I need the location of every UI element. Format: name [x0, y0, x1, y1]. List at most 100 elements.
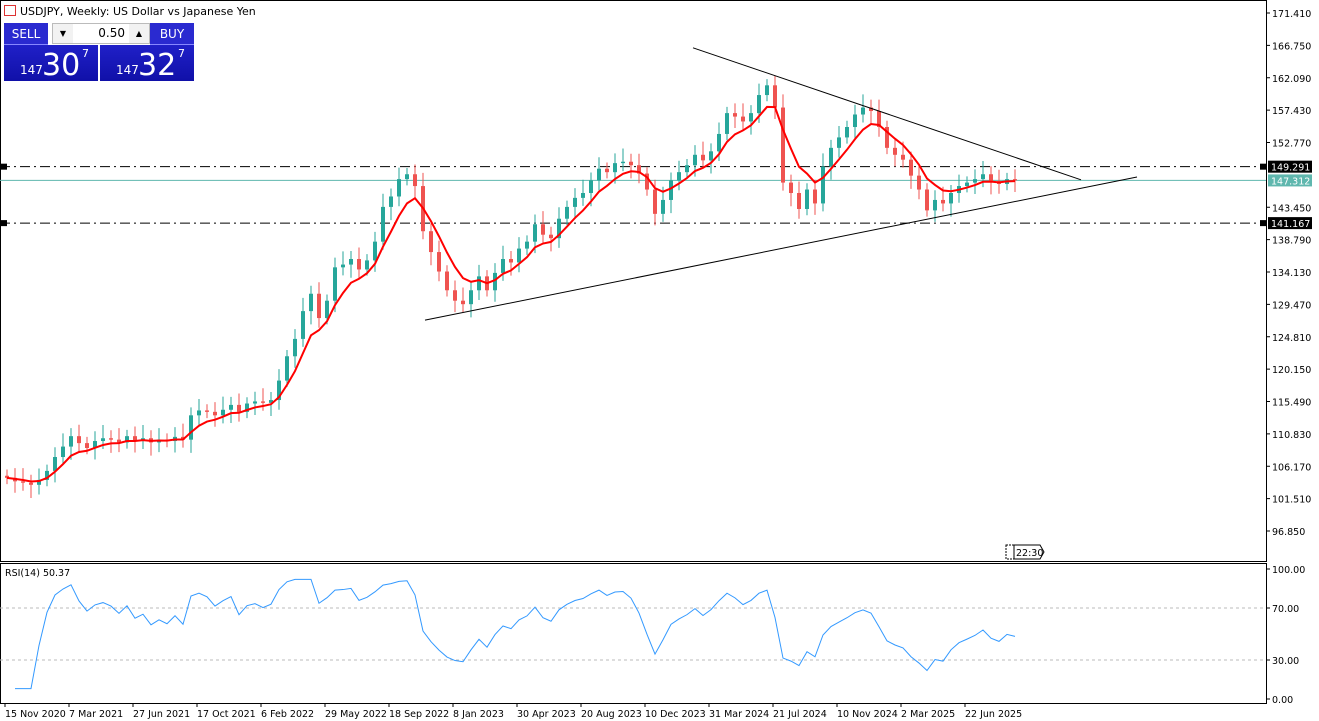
candle-body	[365, 260, 369, 270]
candle-body	[453, 290, 457, 301]
candle-body	[861, 107, 865, 115]
candle-body	[373, 241, 377, 261]
candle	[221, 396, 225, 424]
candle-body	[741, 116, 745, 122]
level-price-tag	[1268, 160, 1312, 173]
trendline	[692, 47, 1082, 181]
sell-button[interactable]: SELL	[4, 23, 48, 45]
candle-body	[797, 193, 801, 209]
candle	[309, 285, 313, 325]
decrease-lot-button[interactable]: ▼	[53, 24, 73, 43]
candle-body	[949, 193, 953, 204]
candle-body	[197, 410, 201, 416]
candle	[925, 183, 929, 217]
y-tick-label: 171.410	[1272, 9, 1311, 20]
x-tick-label: 18 Sep 2022	[389, 709, 449, 720]
candle	[53, 447, 57, 483]
sell-price[interactable]: 147 30 7	[4, 45, 98, 83]
candle-body	[45, 470, 49, 480]
increase-lot-button[interactable]: ▲	[129, 24, 149, 43]
y-tick-label: 138.790	[1272, 236, 1311, 247]
candle-body	[205, 410, 209, 412]
candle-body	[829, 147, 833, 167]
candle	[397, 167, 401, 207]
candle-body	[941, 199, 945, 204]
rsi-tick-label: 70.00	[1272, 604, 1299, 615]
candle-body	[709, 151, 713, 161]
candle	[461, 287, 465, 313]
candle	[917, 164, 921, 200]
candle-body	[661, 199, 665, 214]
candle	[253, 391, 257, 415]
candle-body	[93, 441, 97, 448]
level-price-label: 149.291	[1271, 163, 1310, 174]
candle	[133, 426, 137, 453]
candle-body	[933, 199, 937, 211]
candle	[125, 429, 129, 449]
candle	[965, 176, 969, 193]
candle-body	[757, 95, 761, 114]
candle	[813, 179, 817, 215]
rsi-label: RSI(14) 50.37	[5, 568, 70, 579]
candle	[445, 265, 449, 297]
candle	[677, 160, 681, 191]
candle-body	[597, 168, 601, 181]
candle-body	[333, 267, 337, 301]
lot-size-stepper[interactable]: ▼ 0.50 ▲	[52, 23, 150, 44]
list-icon[interactable]	[4, 5, 16, 16]
candle	[109, 430, 113, 453]
candle-body	[357, 259, 361, 270]
candle	[229, 396, 233, 423]
candle-body	[677, 172, 681, 181]
buy-button[interactable]: BUY	[150, 23, 194, 45]
candle	[973, 169, 977, 195]
candle-body	[245, 403, 249, 412]
candle	[821, 153, 825, 212]
candle	[277, 369, 281, 410]
sell-price-big: 147	[20, 63, 43, 77]
candle-body	[493, 272, 497, 291]
candle-body	[101, 438, 105, 442]
candle-body	[341, 264, 345, 268]
candle-body	[581, 193, 585, 198]
candle	[413, 164, 417, 198]
rsi-tick-label: 30.00	[1272, 656, 1299, 667]
candle	[605, 162, 609, 179]
candle-body	[509, 259, 513, 263]
candle	[749, 105, 753, 135]
x-tick-label: 10 Nov 2024	[837, 709, 898, 720]
buy-price[interactable]: 147 32 7	[100, 45, 194, 83]
chart-title: USDJPY, Weekly: US Dollar vs Japanese Ye…	[20, 5, 256, 18]
candle-body	[517, 248, 521, 263]
candle-body	[781, 107, 785, 183]
candle-body	[229, 404, 233, 410]
candle	[333, 257, 337, 313]
candle	[621, 148, 625, 172]
lot-size-input[interactable]: 0.50	[98, 26, 125, 40]
x-tick-label: 22 Jun 2025	[965, 709, 1022, 720]
candle-body	[541, 224, 545, 235]
candle-body	[877, 111, 881, 128]
candle-body	[125, 436, 129, 443]
candle-body	[477, 276, 481, 291]
candle-body	[533, 224, 537, 242]
candle-body	[469, 290, 473, 305]
candle	[197, 398, 201, 426]
x-tick-label: 8 Jan 2023	[453, 709, 504, 720]
candle-body	[989, 174, 993, 182]
candle-body	[629, 161, 633, 166]
candle	[893, 138, 897, 167]
buy-price-sup: 7	[178, 47, 185, 60]
candle-body	[669, 180, 673, 200]
candle-body	[637, 165, 641, 174]
candle-body	[277, 380, 281, 401]
y-tick-label: 166.750	[1272, 41, 1311, 52]
candle-body	[693, 154, 697, 166]
candle-body	[845, 127, 849, 138]
candle	[773, 75, 777, 120]
candle	[149, 430, 153, 456]
buy-price-big: 147	[116, 63, 139, 77]
candle-body	[701, 154, 705, 161]
candle	[117, 428, 121, 453]
